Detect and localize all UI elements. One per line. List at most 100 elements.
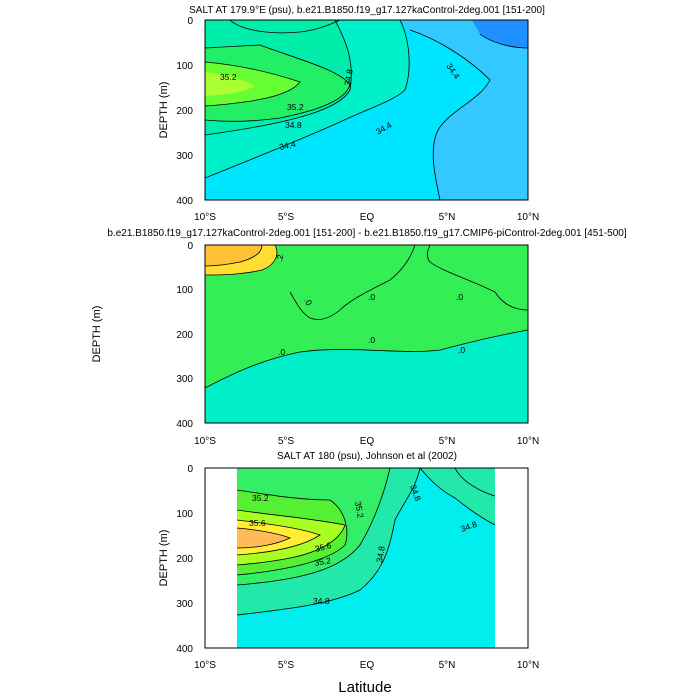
- panel-3-contour: [237, 519, 321, 556]
- panel-1-xtick: 5°S: [278, 212, 295, 223]
- panel-2-xtick: EQ: [360, 436, 375, 447]
- panel-3-region-max: [237, 528, 290, 548]
- panel-2-y-axis: 0 100 200 300 400 DEPTH (m): [91, 241, 193, 430]
- panel-2-region-zero-lower: [205, 245, 528, 388]
- panel-3-contour-label: 35.2: [353, 501, 366, 519]
- panel-1-contour: [205, 20, 410, 179]
- panel-3-ylabel: DEPTH (m): [158, 530, 170, 587]
- panel-3-contour: [237, 509, 346, 566]
- panel-3-contour-label: 35.6: [314, 540, 333, 554]
- panel-3-contour-label: 34.8: [313, 596, 330, 606]
- panel-2-contour-label: .0: [278, 347, 285, 357]
- panel-3-contour-label: 35.2: [314, 555, 332, 568]
- panel-2-contour-label: .0: [368, 292, 375, 302]
- panel-2-title: b.e21.B1850.f19_g17.127kaControl-2deg.00…: [107, 228, 626, 239]
- panel-2-contour: [205, 245, 263, 267]
- panel-3-ytick: 300: [176, 599, 193, 610]
- panel-2-field: .2 .0 .0 .0 .0 .0 .0: [205, 245, 528, 423]
- panel-1-contour-label: 35.2: [287, 102, 304, 112]
- panel-1-contour-label: 35.2: [220, 72, 237, 82]
- panel-1-ytick: 200: [176, 106, 193, 117]
- panel-3-frame: [204, 467, 529, 649]
- panel-2-ytick: 300: [176, 374, 193, 385]
- panel-3-ytick: 100: [176, 509, 193, 520]
- panel-3-xtick: 10°N: [517, 660, 539, 671]
- panel-1-ytick: 0: [187, 16, 193, 27]
- panel-2-xtick: 10°N: [517, 436, 539, 447]
- panel-1-xtick: 5°N: [439, 212, 456, 223]
- panel-1-xtick: 10°S: [194, 212, 216, 223]
- panel-1-contour: [205, 61, 301, 107]
- panel-2-contour-label: .2: [274, 253, 285, 262]
- panel-3-contour: [237, 468, 391, 586]
- panel-2-contour: [205, 245, 278, 276]
- panel-1-contour: [205, 44, 351, 122]
- panel-1: SALT AT 179.9°E (psu), b.e21.B1850.f19_g…: [158, 5, 545, 223]
- panel-1-frame: [204, 19, 529, 201]
- panel-3-contour: [237, 489, 348, 576]
- panel-3-contour: [419, 468, 495, 526]
- panel-2-contour-label: .0: [302, 296, 314, 307]
- panel-1-contour: [229, 20, 341, 34]
- panel-3-xtick: 10°S: [194, 660, 216, 671]
- panel-3-ytick: 400: [176, 644, 193, 655]
- panel-3-xtick: 5°N: [439, 660, 456, 671]
- panel-1-title: SALT AT 179.9°E (psu), b.e21.B1850.f19_g…: [189, 5, 545, 16]
- panel-3-contour-label: 34.8: [374, 545, 387, 563]
- panel-3-contour-label: 35.6: [249, 518, 266, 528]
- panel-3-xtick: 5°S: [278, 660, 295, 671]
- panel-2: b.e21.B1850.f19_g17.127kaControl-2deg.00…: [91, 228, 627, 447]
- panel-1-ytick: 400: [176, 196, 193, 207]
- panel-1-xtick: 10°N: [517, 212, 539, 223]
- x-axis-title: Latitude: [338, 679, 391, 696]
- panel-3-x-axis: 10°S 5°S EQ 5°N 10°N: [194, 660, 539, 671]
- panel-1-xtick: EQ: [360, 212, 375, 223]
- panel-3-y-axis: 0 100 200 300 400 DEPTH (m): [158, 464, 193, 655]
- panel-2-xtick: 5°S: [278, 436, 295, 447]
- panel-2-contour: [426, 245, 528, 311]
- panel-3-ytick: 200: [176, 554, 193, 565]
- panel-3-contour: [237, 527, 292, 549]
- panel-1-contour-label: 34.8: [342, 68, 355, 86]
- panel-1-field: 35.2 35.2 34.8 34.8 34.4 34.4 34.4: [205, 20, 528, 200]
- panel-2-contour-label: .0: [458, 345, 465, 355]
- panel-2-frame: [204, 244, 529, 424]
- panel-2-ytick: 200: [176, 330, 193, 341]
- panel-2-x-axis: 10°S 5°S EQ 5°N 10°N: [194, 436, 539, 447]
- panel-2-region-zero: [205, 245, 528, 320]
- panel-1-region-max: [205, 72, 255, 96]
- panel-1-contour: [205, 20, 352, 136]
- panel-2-ytick: 100: [176, 285, 193, 296]
- panel-1-region-34.0: [472, 20, 528, 48]
- panel-3-contour-label: 35.2: [252, 493, 269, 503]
- panel-3-region-34.8-north: [420, 468, 495, 525]
- panel-3: SALT AT 180 (psu), Johnson et al (2002) …: [158, 451, 539, 671]
- panel-1-ytick: 300: [176, 151, 193, 162]
- panel-1-contour: [409, 29, 491, 200]
- panel-2-ylabel: DEPTH (m): [91, 306, 103, 363]
- panel-1-x-axis: 10°S 5°S EQ 5°N 10°N: [194, 212, 539, 223]
- panel-2-region-max: [205, 245, 262, 266]
- panel-3-contour: [237, 468, 421, 616]
- panel-3-ytick: 0: [187, 464, 193, 475]
- panel-1-region-34.2: [400, 20, 528, 200]
- panel-3-field: 35.2 35.6 35.6 35.2 35.2 34.8 34.8 34.8 …: [237, 468, 495, 648]
- panel-2-contour: [289, 245, 416, 320]
- panel-2-xtick: 10°S: [194, 436, 216, 447]
- panel-3-xtick: EQ: [360, 660, 375, 671]
- panel-2-ytick: 0: [187, 241, 193, 252]
- panel-1-ytick: 100: [176, 61, 193, 72]
- panel-1-contour-label: 34.4: [278, 139, 297, 152]
- panel-1-ylabel: DEPTH (m): [158, 82, 170, 139]
- panel-3-contour: [454, 468, 495, 497]
- panel-3-title: SALT AT 180 (psu), Johnson et al (2002): [277, 451, 457, 462]
- panel-2-contour: [205, 329, 528, 389]
- panel-1-contour-label: 34.8: [285, 120, 302, 130]
- panel-2-contour-label: .0: [456, 292, 463, 302]
- panel-2-ytick: 400: [176, 419, 193, 430]
- panel-1-y-axis: 0 100 200 300 400 DEPTH (m): [158, 16, 193, 207]
- panel-2-xtick: 5°N: [439, 436, 456, 447]
- panel-1-contour: [479, 33, 528, 49]
